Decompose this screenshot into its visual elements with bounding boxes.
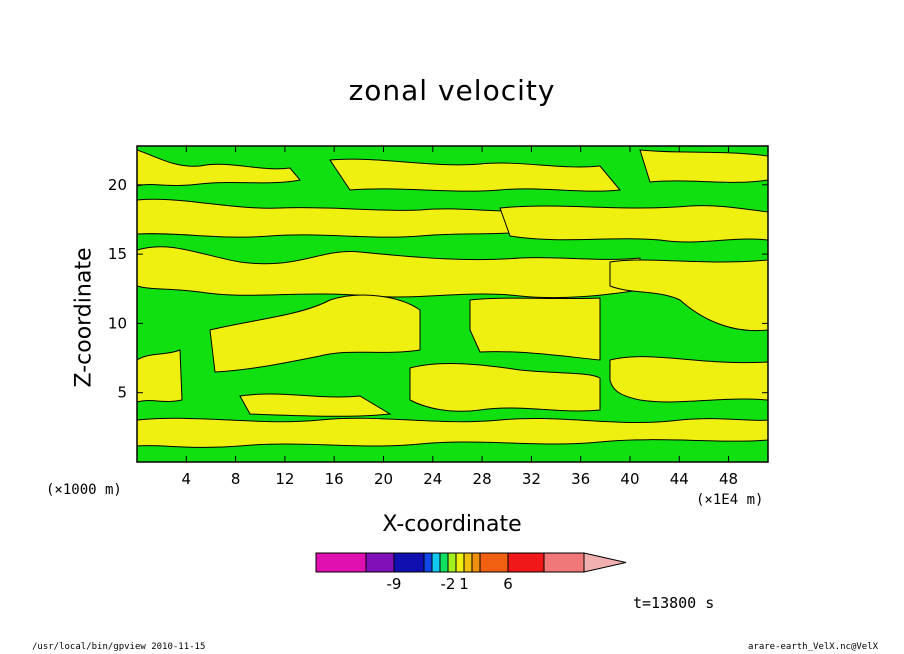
colorbar-arrow	[583, 552, 627, 573]
yellow-region	[499, 205, 768, 243]
velocity-field	[137, 146, 768, 462]
y-axis-label: Z-coordinate	[71, 247, 97, 388]
x-tick-label: 32	[522, 470, 541, 488]
x-tick-label: 40	[620, 470, 639, 488]
yellow-region	[409, 363, 601, 412]
x-axis-ticks: 4 8 12 16 20 24 28 32 36 40 44 48	[182, 146, 738, 488]
y-tick-label: 5	[117, 384, 127, 402]
plot-frame	[136, 145, 769, 463]
y-tick-label: 15	[108, 245, 127, 263]
y-tick-label: 20	[108, 176, 127, 194]
yellow-region	[609, 259, 768, 332]
colorbar: -9 -2 1 6	[315, 552, 627, 593]
x-tick-label: 20	[374, 470, 393, 488]
yellow-region	[639, 149, 768, 183]
x-tick-label: 48	[719, 470, 738, 488]
y-axis-unit: (×1000 m)	[46, 482, 122, 498]
y-axis-ticks: 5 10 15 20	[108, 176, 768, 402]
colorbar-segment	[439, 552, 449, 573]
x-tick-label: 28	[473, 470, 492, 488]
colorbar-label: 1	[459, 575, 469, 593]
yellow-region	[137, 149, 301, 187]
colorbar-label: 6	[503, 575, 513, 593]
x-axis-label: X-coordinate	[382, 512, 522, 537]
yellow-region	[469, 297, 601, 361]
yellow-region	[609, 356, 768, 403]
footer-program-path: /usr/local/bin/gpview 2010-11-15	[32, 642, 206, 652]
chart-title: zonal velocity	[348, 74, 556, 107]
colorbar-segment	[365, 552, 395, 573]
colorbar-segment	[471, 552, 481, 573]
field-background	[137, 146, 768, 462]
yellow-region	[137, 417, 768, 448]
colorbar-segment	[507, 552, 545, 573]
x-axis-unit: (×1E4 m)	[696, 492, 764, 508]
colorbar-segment	[455, 552, 465, 573]
colorbar-segment	[393, 552, 425, 573]
x-tick-label: 24	[423, 470, 442, 488]
footer-data-source: arare-earth_VelX.nc@VelX	[748, 642, 879, 652]
colorbar-label: -9	[387, 575, 402, 593]
x-tick-label: 4	[182, 470, 192, 488]
time-annotation: t=13800 s	[633, 594, 715, 612]
yellow-region	[239, 393, 392, 417]
colorbar-segment	[463, 552, 473, 573]
x-tick-label: 12	[275, 470, 294, 488]
x-tick-label: 44	[670, 470, 689, 488]
y-tick-label: 10	[108, 314, 127, 332]
yellow-region	[329, 158, 621, 192]
x-tick-label: 16	[325, 470, 344, 488]
colorbar-segment	[431, 552, 441, 573]
yellow-region	[209, 294, 421, 373]
yellow-region	[137, 349, 183, 403]
x-tick-label: 8	[231, 470, 241, 488]
colorbar-label: -2	[441, 575, 456, 593]
colorbar-segment	[447, 552, 457, 573]
x-tick-label: 36	[571, 470, 590, 488]
colorbar-segment	[479, 552, 509, 573]
colorbar-segment	[315, 552, 367, 573]
colorbar-segment	[543, 552, 585, 573]
colorbar-segment	[423, 552, 433, 573]
